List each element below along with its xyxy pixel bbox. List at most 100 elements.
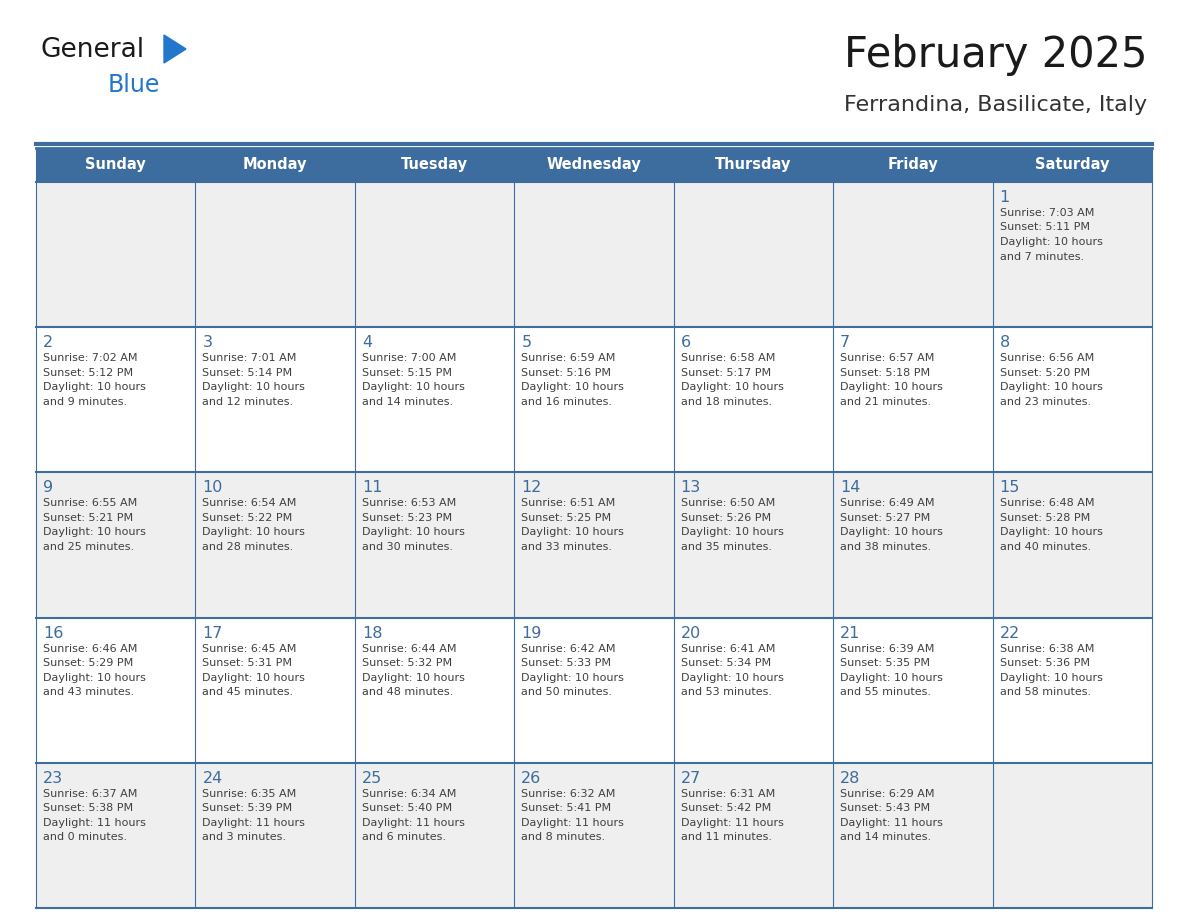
Text: Sunset: 5:31 PM: Sunset: 5:31 PM <box>202 658 292 668</box>
Text: Daylight: 10 hours: Daylight: 10 hours <box>522 382 624 392</box>
Text: Sunrise: 6:45 AM: Sunrise: 6:45 AM <box>202 644 297 654</box>
Text: and 3 minutes.: and 3 minutes. <box>202 833 286 843</box>
Text: Daylight: 10 hours: Daylight: 10 hours <box>362 528 465 537</box>
Text: 3: 3 <box>202 335 213 350</box>
Text: Sunrise: 6:41 AM: Sunrise: 6:41 AM <box>681 644 775 654</box>
Text: Sunrise: 6:32 AM: Sunrise: 6:32 AM <box>522 789 615 799</box>
Text: Sunrise: 6:44 AM: Sunrise: 6:44 AM <box>362 644 456 654</box>
Text: Sunrise: 6:58 AM: Sunrise: 6:58 AM <box>681 353 775 364</box>
Text: Blue: Blue <box>108 73 160 97</box>
Bar <box>992 327 1152 473</box>
Text: Daylight: 11 hours: Daylight: 11 hours <box>43 818 146 828</box>
Bar <box>992 473 1152 618</box>
Text: and 9 minutes.: and 9 minutes. <box>43 397 127 407</box>
Bar <box>36 148 196 182</box>
Text: 18: 18 <box>362 625 383 641</box>
Text: 15: 15 <box>999 480 1020 496</box>
Text: Sunset: 5:12 PM: Sunset: 5:12 PM <box>43 368 133 377</box>
Bar <box>833 473 992 618</box>
Text: and 21 minutes.: and 21 minutes. <box>840 397 931 407</box>
Text: Daylight: 10 hours: Daylight: 10 hours <box>681 673 784 683</box>
Text: Sunrise: 6:29 AM: Sunrise: 6:29 AM <box>840 789 935 799</box>
Text: Sunset: 5:21 PM: Sunset: 5:21 PM <box>43 513 133 523</box>
Text: and 18 minutes.: and 18 minutes. <box>681 397 772 407</box>
Text: Sunrise: 6:51 AM: Sunrise: 6:51 AM <box>522 498 615 509</box>
Text: Daylight: 10 hours: Daylight: 10 hours <box>43 382 146 392</box>
Text: Daylight: 10 hours: Daylight: 10 hours <box>840 673 943 683</box>
Text: Sunset: 5:25 PM: Sunset: 5:25 PM <box>522 513 612 523</box>
Text: and 33 minutes.: and 33 minutes. <box>522 542 612 552</box>
Text: Sunset: 5:11 PM: Sunset: 5:11 PM <box>999 222 1089 232</box>
Text: Daylight: 10 hours: Daylight: 10 hours <box>202 528 305 537</box>
Bar <box>36 618 196 763</box>
Bar <box>833 618 992 763</box>
Text: and 25 minutes.: and 25 minutes. <box>43 542 134 552</box>
Text: and 28 minutes.: and 28 minutes. <box>202 542 293 552</box>
Text: and 40 minutes.: and 40 minutes. <box>999 542 1091 552</box>
Text: 26: 26 <box>522 771 542 786</box>
Bar <box>36 327 196 473</box>
Text: Daylight: 10 hours: Daylight: 10 hours <box>522 673 624 683</box>
Text: February 2025: February 2025 <box>843 34 1146 76</box>
Text: Sunset: 5:26 PM: Sunset: 5:26 PM <box>681 513 771 523</box>
Text: and 48 minutes.: and 48 minutes. <box>362 687 453 697</box>
Text: Sunset: 5:36 PM: Sunset: 5:36 PM <box>999 658 1089 668</box>
Text: Daylight: 11 hours: Daylight: 11 hours <box>202 818 305 828</box>
Text: Sunday: Sunday <box>86 158 146 173</box>
Text: Sunrise: 7:01 AM: Sunrise: 7:01 AM <box>202 353 297 364</box>
Bar <box>355 182 514 327</box>
Text: and 12 minutes.: and 12 minutes. <box>202 397 293 407</box>
Text: Sunset: 5:14 PM: Sunset: 5:14 PM <box>202 368 292 377</box>
Text: 21: 21 <box>840 625 860 641</box>
Bar <box>674 182 833 327</box>
Text: Sunrise: 6:49 AM: Sunrise: 6:49 AM <box>840 498 935 509</box>
Text: Sunset: 5:40 PM: Sunset: 5:40 PM <box>362 803 451 813</box>
Text: Friday: Friday <box>887 158 939 173</box>
Text: Sunrise: 6:42 AM: Sunrise: 6:42 AM <box>522 644 615 654</box>
Text: Sunrise: 6:55 AM: Sunrise: 6:55 AM <box>43 498 138 509</box>
Bar <box>514 148 674 182</box>
Text: Sunrise: 6:57 AM: Sunrise: 6:57 AM <box>840 353 935 364</box>
Text: Sunrise: 6:59 AM: Sunrise: 6:59 AM <box>522 353 615 364</box>
Bar <box>355 327 514 473</box>
Bar <box>833 327 992 473</box>
Text: Daylight: 11 hours: Daylight: 11 hours <box>522 818 624 828</box>
Text: Thursday: Thursday <box>715 158 791 173</box>
Bar <box>992 763 1152 908</box>
Bar <box>196 473 355 618</box>
Text: Daylight: 10 hours: Daylight: 10 hours <box>522 528 624 537</box>
Bar <box>674 473 833 618</box>
Text: Daylight: 10 hours: Daylight: 10 hours <box>43 673 146 683</box>
Bar <box>196 763 355 908</box>
Text: Sunset: 5:22 PM: Sunset: 5:22 PM <box>202 513 292 523</box>
Text: 17: 17 <box>202 625 223 641</box>
Text: Daylight: 10 hours: Daylight: 10 hours <box>999 237 1102 247</box>
Text: Daylight: 10 hours: Daylight: 10 hours <box>362 673 465 683</box>
Text: 8: 8 <box>999 335 1010 350</box>
Bar <box>36 182 196 327</box>
Bar <box>36 473 196 618</box>
Bar <box>355 148 514 182</box>
Text: 14: 14 <box>840 480 860 496</box>
Text: and 53 minutes.: and 53 minutes. <box>681 687 772 697</box>
Text: and 6 minutes.: and 6 minutes. <box>362 833 446 843</box>
Text: Sunset: 5:32 PM: Sunset: 5:32 PM <box>362 658 451 668</box>
Bar <box>196 618 355 763</box>
Text: and 14 minutes.: and 14 minutes. <box>840 833 931 843</box>
Text: Daylight: 10 hours: Daylight: 10 hours <box>999 382 1102 392</box>
Text: and 38 minutes.: and 38 minutes. <box>840 542 931 552</box>
Text: Sunset: 5:42 PM: Sunset: 5:42 PM <box>681 803 771 813</box>
Text: 6: 6 <box>681 335 691 350</box>
Bar <box>196 182 355 327</box>
Bar <box>674 763 833 908</box>
Text: Sunrise: 6:37 AM: Sunrise: 6:37 AM <box>43 789 138 799</box>
Text: and 8 minutes.: and 8 minutes. <box>522 833 606 843</box>
Text: Sunrise: 6:35 AM: Sunrise: 6:35 AM <box>202 789 297 799</box>
Bar <box>355 763 514 908</box>
Text: Sunrise: 6:56 AM: Sunrise: 6:56 AM <box>999 353 1094 364</box>
Bar <box>992 618 1152 763</box>
Text: Daylight: 10 hours: Daylight: 10 hours <box>840 382 943 392</box>
Text: Sunset: 5:33 PM: Sunset: 5:33 PM <box>522 658 612 668</box>
Text: Sunset: 5:43 PM: Sunset: 5:43 PM <box>840 803 930 813</box>
Bar <box>674 148 833 182</box>
